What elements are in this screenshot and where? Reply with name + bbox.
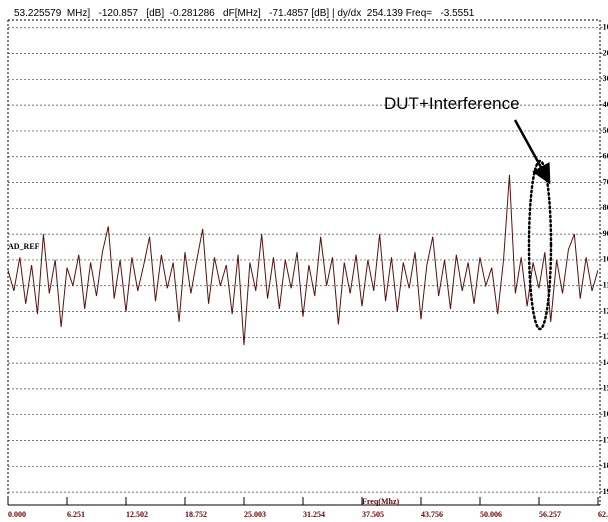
x-axis-label: Freq(Mhz)	[362, 497, 400, 506]
annotation-arrow	[513, 119, 551, 185]
spectrum-trace	[7, 174, 599, 346]
y-tick-label: -30	[600, 74, 608, 83]
x-tick-label: 0.000	[8, 510, 26, 519]
y-tick-label: -180	[600, 461, 608, 470]
annotation: DUT+Interference	[384, 94, 520, 113]
x-tick-label: 12.502	[126, 510, 148, 519]
y-tick-label: -10	[600, 23, 608, 32]
y-tick-label: -20	[600, 48, 608, 57]
x-tick-label: 62.508	[598, 510, 608, 519]
x-tick-label: 18.752	[185, 510, 207, 519]
x-tick-label: 25.003	[244, 510, 266, 519]
x-tick-label: 37.505	[362, 510, 384, 519]
y-tick-label: -150	[600, 384, 608, 393]
x-tick-label: 56.257	[539, 510, 561, 519]
y-tick-label: -160	[600, 410, 608, 419]
x-tick-label: 43.756	[421, 510, 443, 519]
y-tick-label: -120	[600, 306, 608, 315]
y-tick-label: -100	[600, 255, 608, 264]
y-tick-label: -80	[600, 203, 608, 212]
y-tick-label: -90	[600, 229, 608, 238]
y-tick-label: -170	[600, 435, 608, 444]
reference-label: AD_REF	[8, 242, 40, 251]
x-tick-label: 6.251	[67, 510, 85, 519]
y-tick-label: -60	[600, 152, 608, 161]
y-tick-label: -40	[600, 100, 608, 109]
highlight-ellipse	[527, 159, 553, 331]
y-tick-label: -110	[600, 281, 608, 290]
y-tick-label: -130	[600, 332, 608, 341]
readout: 53.225579 MHz] -120.857 [dB] -0.281286 d…	[14, 8, 475, 19]
y-tick-label: -190	[600, 487, 608, 496]
y-tick-label: -140	[600, 358, 608, 367]
y-tick-label: -70	[600, 177, 608, 186]
x-tick-label: 31.254	[303, 510, 325, 519]
x-tick-label: 50.006	[480, 510, 502, 519]
y-tick-label: -50	[600, 126, 608, 135]
